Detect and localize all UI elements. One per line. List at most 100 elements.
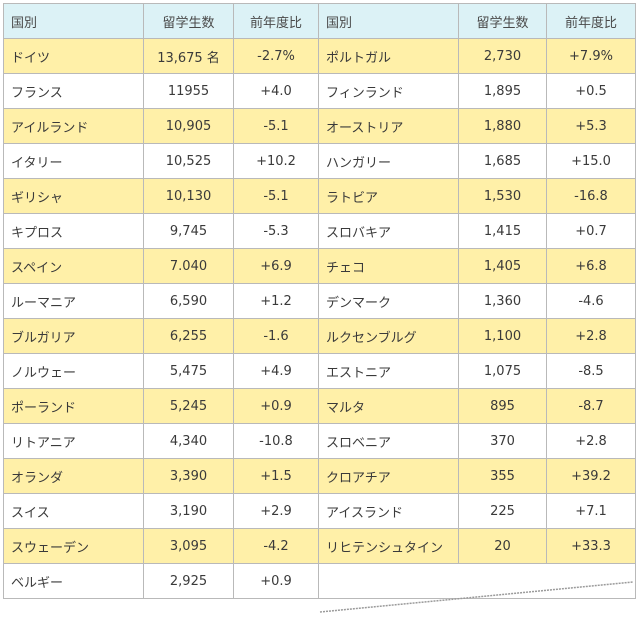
yoy-cell: +0.9 — [233, 563, 319, 599]
students-cell: 1,415 — [458, 213, 547, 249]
table-row: オーストリア 1,880 +5.3 — [318, 108, 636, 144]
table-row: エストニア 1,075 -8.5 — [318, 353, 636, 389]
students-cell: 13,675 名 — [143, 38, 234, 74]
table-row: イタリー 10,525 +10.2 — [3, 143, 319, 179]
table-row: キプロス 9,745 -5.3 — [3, 213, 319, 249]
table-row: ポーランド 5,245 +0.9 — [3, 388, 319, 424]
students-cell: 1,360 — [458, 283, 547, 319]
header-yoy: 前年度比 — [233, 3, 319, 39]
country-cell: アイスランド — [318, 493, 459, 529]
table-row: ルーマニア 6,590 +1.2 — [3, 283, 319, 319]
country-cell: アイルランド — [3, 108, 144, 144]
country-cell: リトアニア — [3, 423, 144, 459]
country-cell: オーストリア — [318, 108, 459, 144]
country-cell: ノルウェー — [3, 353, 144, 389]
header-students: 留学生数 — [143, 3, 234, 39]
table-row: ドイツ 13,675 名 -2.7% — [3, 38, 319, 74]
yoy-cell: +0.9 — [233, 388, 319, 424]
empty-cell-diagonal — [319, 581, 634, 613]
table-row: ルクセンブルグ 1,100 +2.8 — [318, 318, 636, 354]
yoy-cell: +7.9% — [546, 38, 636, 74]
yoy-cell: -5.1 — [233, 108, 319, 144]
table-row: オランダ 3,390 +1.5 — [3, 458, 319, 494]
country-cell: ルーマニア — [3, 283, 144, 319]
student-table-left: 国別 留学生数 前年度比 ドイツ 13,675 名 -2.7% フランス 11955 +4… — [3, 3, 319, 599]
table-body-right: ポルトガル 2,730 +7.9% フィンランド 1,895 +0.5 オーストリア 1,88… — [318, 38, 636, 599]
table-row: ギリシャ 10,130 -5.1 — [3, 178, 319, 214]
country-cell: チェコ — [318, 248, 459, 284]
table-row: ブルガリア 6,255 -1.6 — [3, 318, 319, 354]
yoy-cell: -4.2 — [233, 528, 319, 564]
yoy-cell: +1.5 — [233, 458, 319, 494]
table-row: ハンガリー 1,685 +15.0 — [318, 143, 636, 179]
table-row: ポルトガル 2,730 +7.9% — [318, 38, 636, 74]
students-cell: 1,880 — [458, 108, 547, 144]
students-cell: 3,190 — [143, 493, 234, 529]
empty-cell — [318, 563, 636, 599]
yoy-cell: +0.5 — [546, 73, 636, 109]
country-cell: ドイツ — [3, 38, 144, 74]
yoy-cell: +0.7 — [546, 213, 636, 249]
table-row: フィンランド 1,895 +0.5 — [318, 73, 636, 109]
students-cell: 9,745 — [143, 213, 234, 249]
country-cell: フィンランド — [318, 73, 459, 109]
table-row: ベルギー 2,925 +0.9 — [3, 563, 319, 599]
students-cell: 20 — [458, 528, 547, 564]
students-cell: 10,525 — [143, 143, 234, 179]
students-cell: 5,475 — [143, 353, 234, 389]
country-cell: ベルギー — [3, 563, 144, 599]
students-cell: 895 — [458, 388, 547, 424]
table-row: アイルランド 10,905 -5.1 — [3, 108, 319, 144]
yoy-cell: -4.6 — [546, 283, 636, 319]
yoy-cell: +39.2 — [546, 458, 636, 494]
yoy-cell: -10.8 — [233, 423, 319, 459]
yoy-cell: +10.2 — [233, 143, 319, 179]
students-cell: 5,245 — [143, 388, 234, 424]
students-cell: 1,530 — [458, 178, 547, 214]
students-cell: 1,075 — [458, 353, 547, 389]
students-cell: 2,925 — [143, 563, 234, 599]
students-cell: 6,590 — [143, 283, 234, 319]
yoy-cell: +6.9 — [233, 248, 319, 284]
country-cell: ポーランド — [3, 388, 144, 424]
students-cell: 6,255 — [143, 318, 234, 354]
country-cell: ラトビア — [318, 178, 459, 214]
table-body-left: ドイツ 13,675 名 -2.7% フランス 11955 +4.0 アイルランド 10,90… — [3, 38, 319, 599]
table-row: スイス 3,190 +2.9 — [3, 493, 319, 529]
table-row: チェコ 1,405 +6.8 — [318, 248, 636, 284]
yoy-cell: +33.3 — [546, 528, 636, 564]
yoy-cell: +2.9 — [233, 493, 319, 529]
country-cell: マルタ — [318, 388, 459, 424]
students-cell: 10,130 — [143, 178, 234, 214]
yoy-cell: -8.7 — [546, 388, 636, 424]
country-cell: イタリー — [3, 143, 144, 179]
country-cell: スウェーデン — [3, 528, 144, 564]
yoy-cell: -5.3 — [233, 213, 319, 249]
table-row: デンマーク 1,360 -4.6 — [318, 283, 636, 319]
country-cell: ポルトガル — [318, 38, 459, 74]
students-cell: 4,340 — [143, 423, 234, 459]
students-cell: 3,095 — [143, 528, 234, 564]
students-cell: 10,905 — [143, 108, 234, 144]
country-cell: スロバキア — [318, 213, 459, 249]
students-cell: 225 — [458, 493, 547, 529]
yoy-cell: -8.5 — [546, 353, 636, 389]
students-cell: 11955 — [143, 73, 234, 109]
students-cell: 355 — [458, 458, 547, 494]
yoy-cell: +4.0 — [233, 73, 319, 109]
table-row: リヒテンシュタイン 20 +33.3 — [318, 528, 636, 564]
country-cell: スイス — [3, 493, 144, 529]
yoy-cell: +4.9 — [233, 353, 319, 389]
students-cell: 2,730 — [458, 38, 547, 74]
country-cell: スロベニア — [318, 423, 459, 459]
country-cell: キプロス — [3, 213, 144, 249]
students-cell: 1,895 — [458, 73, 547, 109]
table-row: マルタ 895 -8.7 — [318, 388, 636, 424]
yoy-cell: +7.1 — [546, 493, 636, 529]
country-cell: ハンガリー — [318, 143, 459, 179]
header-country: 国別 — [318, 3, 459, 39]
yoy-cell: +2.8 — [546, 318, 636, 354]
yoy-cell: -5.1 — [233, 178, 319, 214]
table-row: ラトビア 1,530 -16.8 — [318, 178, 636, 214]
header-country: 国別 — [3, 3, 144, 39]
